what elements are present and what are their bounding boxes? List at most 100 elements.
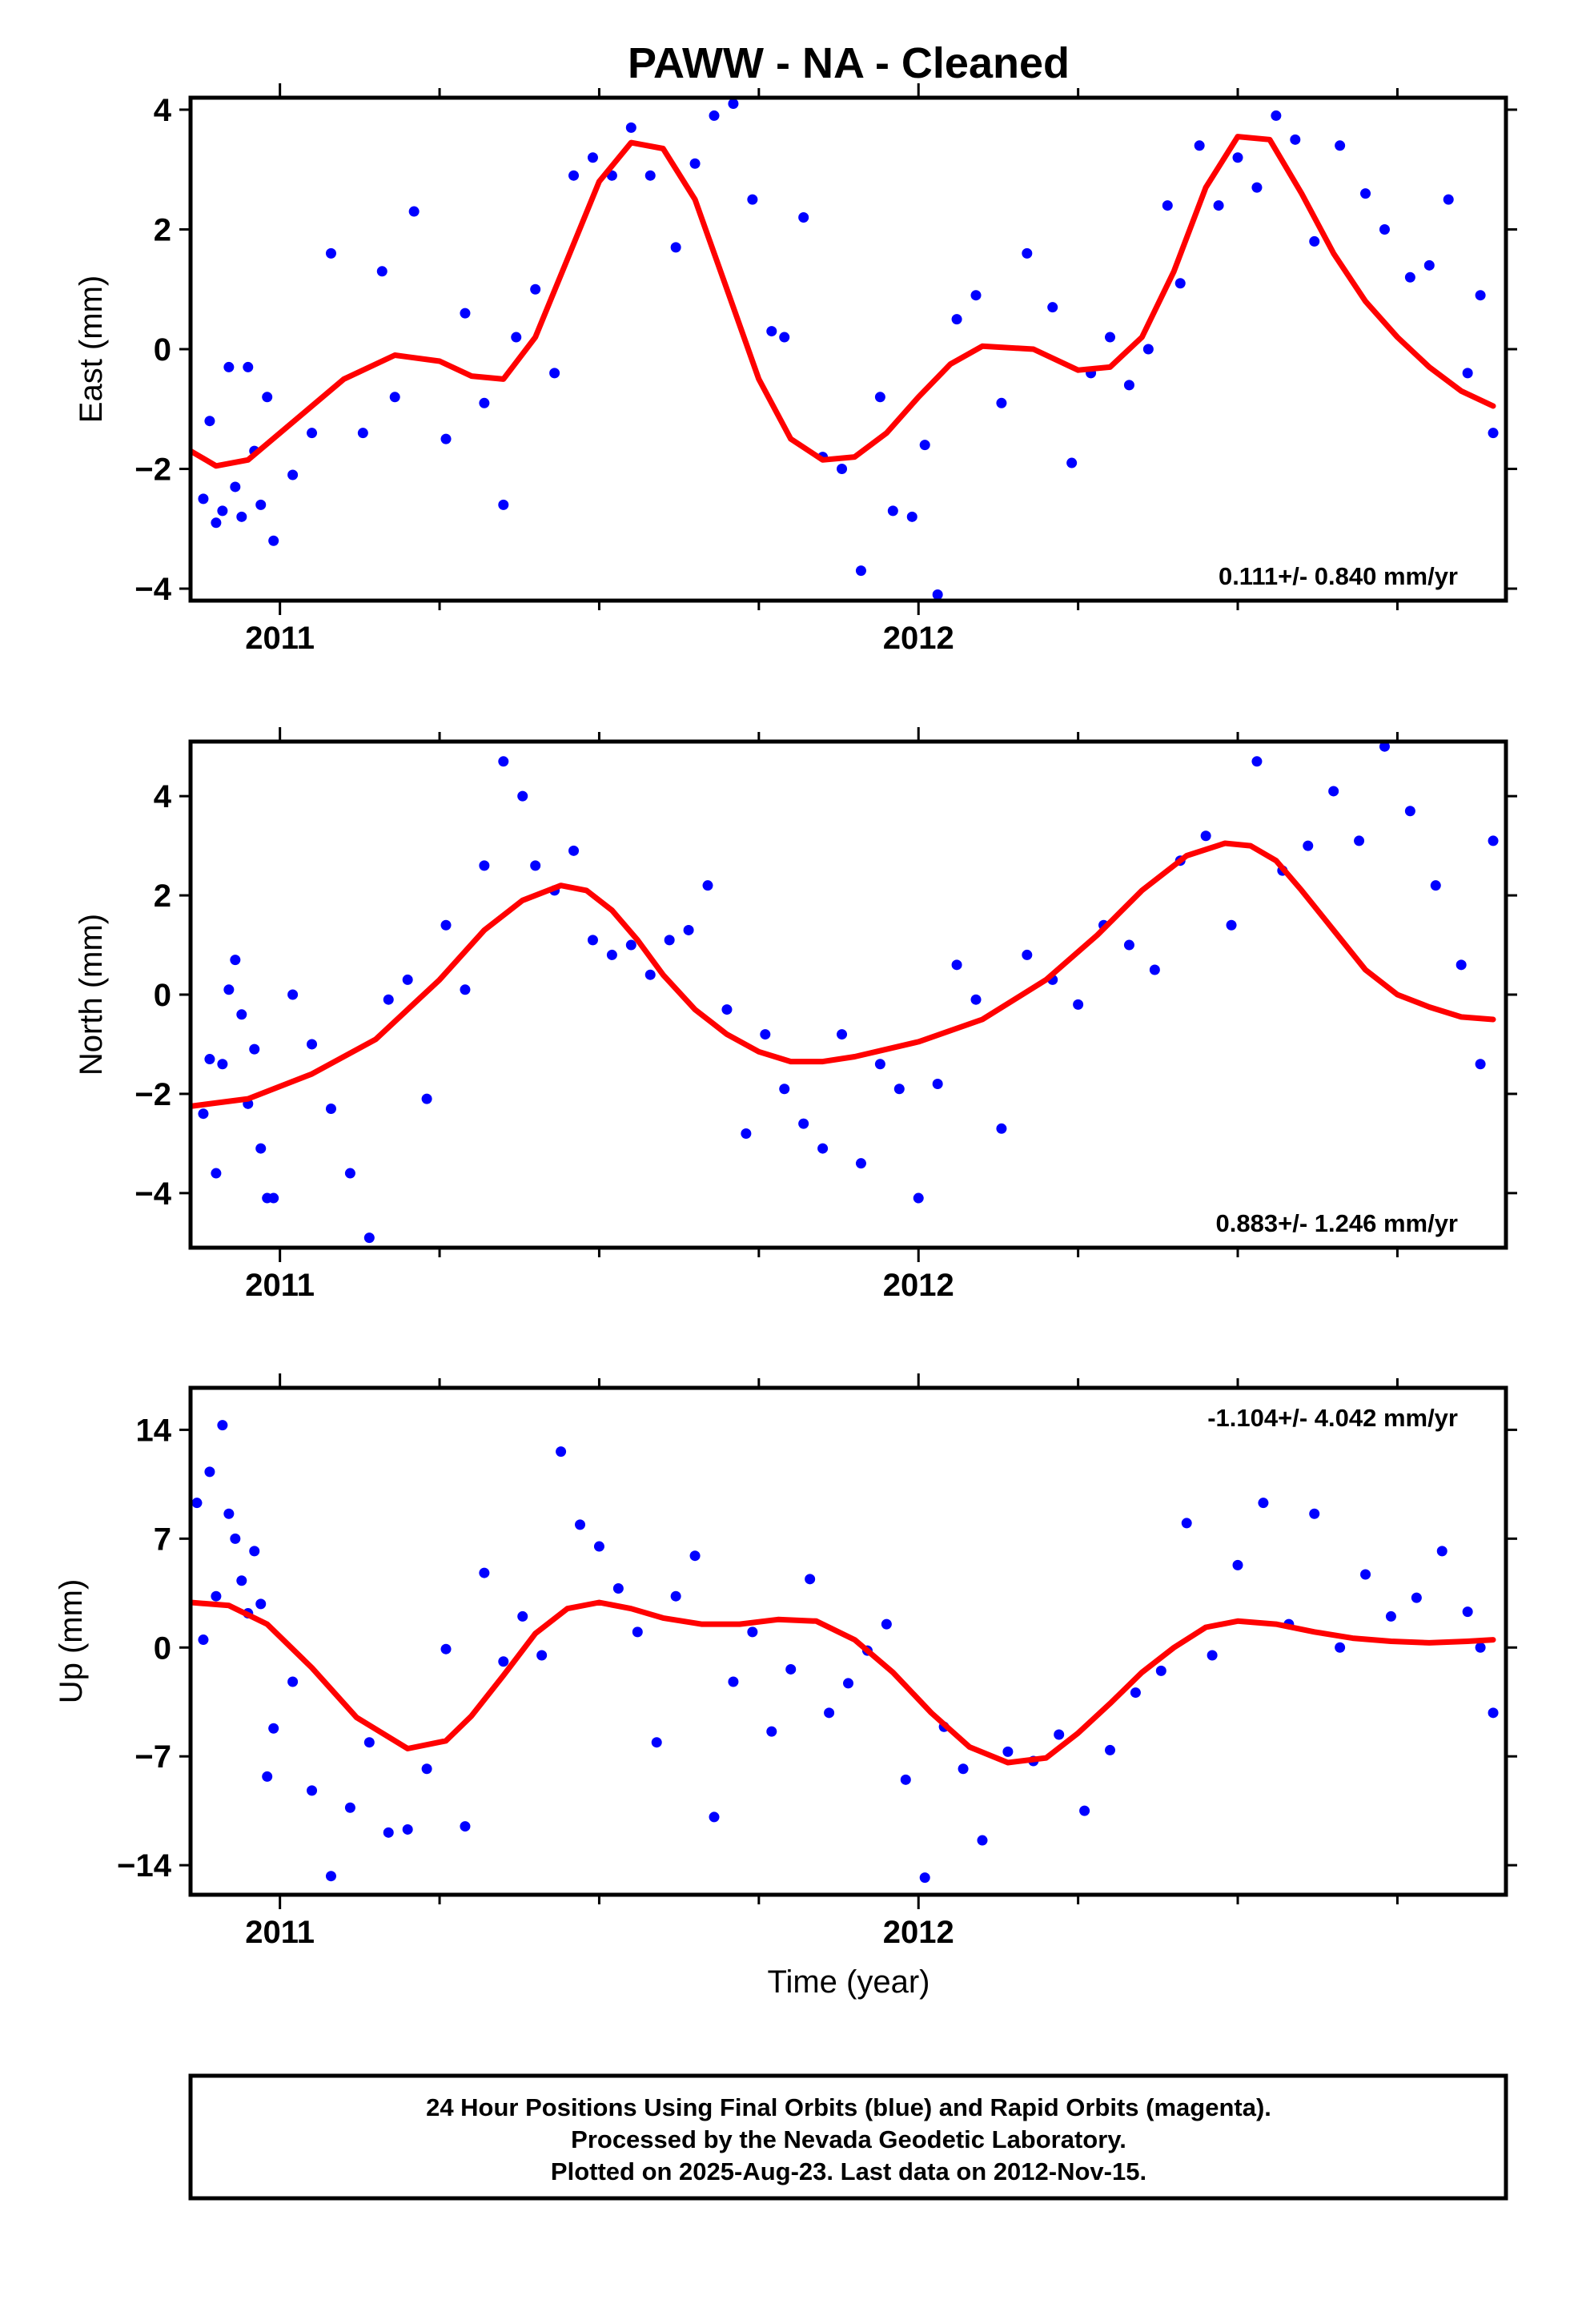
up-y-tick-label: 0 (154, 1630, 171, 1666)
north-y-tick-label: 4 (154, 779, 172, 814)
north-data-point (402, 974, 413, 985)
north-data-point (1149, 964, 1160, 975)
east-data-point (1251, 182, 1263, 193)
up-data-point (843, 1678, 853, 1689)
east-data-point (1174, 278, 1186, 289)
up-data-point (1462, 1606, 1473, 1618)
north-data-point (893, 1084, 905, 1095)
up-data-point (223, 1508, 235, 1519)
up-y-axis-label: Up (mm) (54, 1579, 89, 1704)
up-data-point (1232, 1559, 1243, 1570)
east-data-point (217, 505, 228, 517)
up-data-point (709, 1811, 720, 1823)
east-data-point (287, 469, 299, 480)
east-data-point (970, 290, 982, 301)
up-data-point (255, 1598, 267, 1610)
east-y-tick-label: 2 (154, 212, 171, 247)
east-data-point (670, 242, 681, 253)
north-data-point (460, 984, 471, 995)
north-data-point (1303, 840, 1314, 851)
footer-line-3: Plotted on 2025-Aug-23. Last data on 201… (551, 2157, 1146, 2185)
north-fit-line (191, 840, 1496, 1109)
east-data-point (709, 110, 720, 121)
north-data-point (1354, 835, 1365, 846)
north-data-point (1404, 806, 1415, 817)
east-data-point (887, 505, 898, 517)
east-data-point (1271, 110, 1282, 121)
east-y-tick-label: −4 (135, 572, 171, 607)
east-data-point (919, 440, 930, 451)
east-data-point (747, 194, 758, 205)
up-data-point (325, 1871, 336, 1882)
up-data-point (402, 1823, 413, 1835)
up-data-point (593, 1541, 604, 1552)
north-data-point (1226, 919, 1237, 931)
north-data-point (913, 1192, 924, 1204)
north-data-point (223, 984, 235, 995)
east-y-axis-label: East (mm) (74, 275, 109, 423)
north-data-point (760, 1029, 771, 1040)
up-data-point (1360, 1569, 1371, 1580)
north-data-point (1475, 1059, 1486, 1070)
up-data-point (344, 1802, 355, 1813)
north-data-point (625, 939, 636, 951)
east-data-point (255, 499, 267, 510)
east-data-point (1022, 247, 1033, 259)
east-data-point (1443, 194, 1454, 205)
east-data-point (1194, 140, 1205, 151)
east-data-point (1360, 188, 1371, 199)
up-data-point (307, 1785, 318, 1796)
up-y-tick-label: −14 (117, 1848, 172, 1884)
up-data-point (1335, 1642, 1346, 1653)
east-y-tick-label: −2 (135, 452, 171, 488)
east-data-point (1142, 344, 1154, 355)
north-data-point (421, 1093, 432, 1104)
north-data-point (606, 949, 617, 960)
east-data-point (1213, 200, 1224, 211)
up-data-point (287, 1676, 299, 1687)
east-data-point (307, 428, 318, 439)
up-data-point (211, 1590, 222, 1602)
up-data-point (1475, 1642, 1486, 1653)
east-data-point (408, 206, 420, 217)
up-data-point (262, 1771, 273, 1782)
east-data-point (1123, 380, 1134, 391)
east-data-point (1335, 140, 1346, 151)
north-data-point (568, 845, 580, 856)
east-y-tick-label: 4 (154, 93, 172, 128)
east-data-point (1404, 271, 1415, 283)
north-data-point (1328, 786, 1339, 797)
north-data-point (517, 790, 528, 802)
east-data-point (243, 361, 254, 372)
up-data-point (766, 1726, 777, 1737)
north-data-point (996, 1123, 1007, 1134)
up-x-tick-label: 2011 (245, 1915, 315, 1950)
east-data-point (268, 535, 279, 546)
north-data-point (255, 1143, 267, 1154)
east-rate-label: 0.111+/- 0.840 mm/yr (1219, 562, 1458, 590)
up-data-point (824, 1707, 835, 1719)
east-data-point (906, 511, 917, 522)
east-data-point (357, 428, 368, 439)
east-data-point (211, 517, 222, 529)
east-x-tick-label: 2011 (245, 621, 315, 656)
north-data-point (779, 1084, 790, 1095)
up-data-point (363, 1737, 375, 1748)
north-data-point (1379, 742, 1390, 752)
north-data-point (236, 1009, 247, 1020)
east-data-point (498, 499, 509, 510)
east-data-point (376, 266, 387, 277)
up-plot-area (191, 1420, 1499, 1884)
up-data-point (1181, 1518, 1192, 1529)
north-data-point (741, 1128, 752, 1139)
north-data-point (644, 969, 656, 980)
up-data-point (191, 1498, 203, 1509)
up-data-point (1309, 1508, 1320, 1519)
north-data-point (721, 1004, 733, 1015)
up-y-tick-label: 7 (154, 1522, 171, 1557)
east-data-point (951, 314, 962, 325)
up-data-point (1258, 1498, 1269, 1509)
east-data-point (511, 332, 522, 343)
east-data-point (625, 122, 636, 133)
up-y-tick-label: 14 (136, 1413, 172, 1448)
